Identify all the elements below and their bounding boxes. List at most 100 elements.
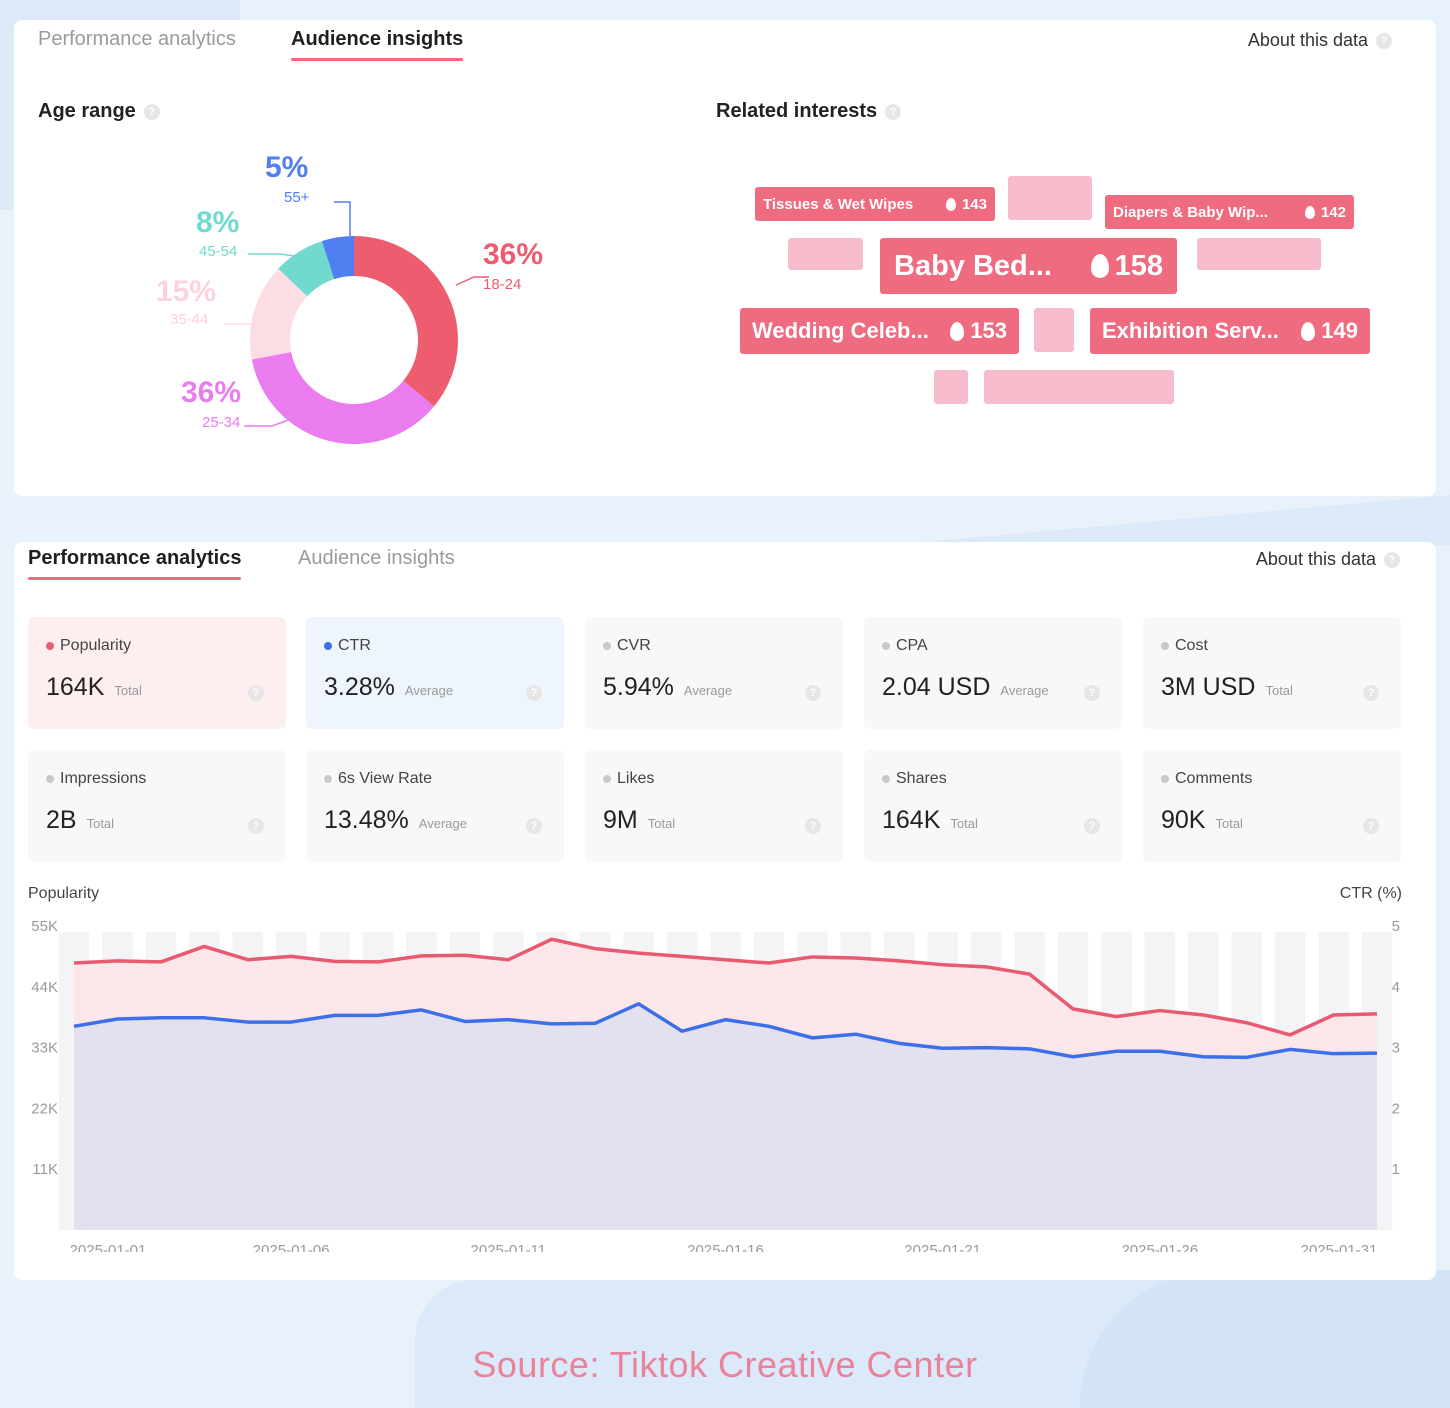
interest-tag-label: Exhibition Serv...: [1102, 318, 1279, 343]
interest-tag[interactable]: Diapers & Baby Wip... 142: [1105, 195, 1354, 229]
help-icon[interactable]: ?: [1363, 685, 1379, 701]
help-icon[interactable]: ?: [143, 103, 160, 120]
metric-card-impressions[interactable]: Impressions 2B Total?: [28, 750, 286, 862]
metric-card-likes[interactable]: Likes 9M Total?: [585, 750, 843, 862]
metric-label-text: 6s View Rate: [338, 770, 432, 787]
donut-slice-55plus[interactable]: [321, 236, 354, 280]
related-interests-label: Related interests: [716, 100, 878, 122]
help-icon[interactable]: ?: [1084, 685, 1100, 701]
help-icon[interactable]: ?: [526, 685, 542, 701]
interest-tag-score: 158: [1114, 249, 1163, 282]
age-range-45-54: 45-54: [199, 243, 238, 260]
donut-slice-18-24[interactable]: [354, 236, 458, 407]
y2-tick-label: 3: [1392, 1040, 1400, 1057]
age-range-label: Age range: [38, 100, 136, 122]
popularity-series-line[interactable]: [73, 937, 1378, 1037]
ctr-area: [74, 1003, 1377, 1230]
flame-icon: [1301, 321, 1316, 341]
age-range-35-44: 35-44: [170, 311, 209, 328]
interest-tag[interactable]: Exhibition Serv... 149: [1090, 308, 1370, 354]
x-tick-label: 2025-01-16: [687, 1242, 764, 1252]
help-icon[interactable]: ?: [526, 818, 542, 834]
interest-placeholder: [1008, 176, 1092, 220]
donut-leader-line: [244, 417, 295, 427]
ctr-series-line[interactable]: [73, 1002, 1378, 1060]
y-tick-label: 33K: [31, 1040, 58, 1057]
background-shape: [888, 495, 1450, 545]
metric-label-text: Comments: [1175, 770, 1253, 787]
donut-slice-45-54[interactable]: [278, 241, 335, 297]
metric-card-popularity[interactable]: Popularity 164K Total?: [28, 617, 286, 729]
metric-card-shares[interactable]: Shares 164K Total?: [864, 750, 1122, 862]
metric-label: 6s View Rate: [324, 770, 432, 788]
help-icon[interactable]: ?: [1084, 818, 1100, 834]
metric-card-cvr[interactable]: CVR 5.94% Average?: [585, 617, 843, 729]
metric-kind: Total: [1215, 816, 1243, 831]
metric-dot-icon: [46, 642, 54, 650]
flame-icon: [950, 321, 965, 341]
help-icon[interactable]: ?: [805, 818, 821, 834]
interest-tag[interactable]: Wedding Celeb... 153: [740, 308, 1019, 354]
age-range-title: Age range ?: [38, 100, 160, 123]
help-icon[interactable]: ?: [248, 818, 264, 834]
interest-tag[interactable]: Tissues & Wet Wipes 143: [755, 187, 995, 221]
x-tick-label: 2025-01-06: [253, 1242, 330, 1252]
metric-card-6s-view-rate[interactable]: 6s View Rate 13.48% Average?: [306, 750, 564, 862]
age-pct-35-44: 15%: [156, 275, 217, 308]
interest-tag-score: 143: [961, 195, 987, 213]
help-icon[interactable]: ?: [248, 685, 264, 701]
x-tick-label: 2025-01-01: [70, 1242, 147, 1252]
metric-label-text: Popularity: [60, 637, 132, 654]
tab-audience-insights[interactable]: Audience insights: [291, 28, 464, 61]
interest-tag-top[interactable]: Baby Bed... 158: [880, 238, 1177, 294]
audience-insights-card: Performance analytics Audience insights …: [14, 20, 1436, 496]
y-tick-label: 22K: [31, 1100, 58, 1117]
donut-leader-line: [455, 276, 489, 286]
metric-label: Likes: [603, 770, 654, 788]
donut-slice-35-44[interactable]: [250, 268, 308, 360]
tab-audience-insights[interactable]: Audience insights: [298, 547, 455, 569]
metric-value: 2B Total: [46, 806, 114, 835]
age-range-18-24: 18-24: [483, 276, 522, 293]
age-pct-45-54: 8%: [196, 206, 240, 239]
x-tick-label: 2025-01-31: [1301, 1242, 1378, 1252]
tab-performance-analytics[interactable]: Performance analytics: [28, 547, 242, 580]
interest-tag-label: Baby Bed...: [894, 249, 1052, 282]
help-icon[interactable]: ?: [1376, 32, 1392, 49]
metric-dot-icon: [603, 775, 611, 783]
metric-kind: Total: [647, 816, 676, 831]
metric-value: 13.48% Average: [324, 806, 467, 835]
metric-value: 3.28% Average: [324, 673, 453, 702]
help-icon[interactable]: ?: [885, 103, 902, 120]
help-icon[interactable]: ?: [1384, 551, 1400, 568]
metric-card-ctr[interactable]: CTR 3.28% Average?: [306, 617, 564, 729]
age-range-55plus: 55+: [284, 189, 310, 206]
metric-label-text: CVR: [617, 637, 651, 654]
interest-tag-score: 142: [1320, 203, 1346, 221]
interest-placeholder: [934, 370, 968, 404]
donut-slice-25-34[interactable]: [251, 351, 435, 445]
about-this-data-link[interactable]: About this data ?: [1248, 30, 1392, 51]
about-label: About this data: [1247, 30, 1368, 50]
metric-card-cost[interactable]: Cost 3M USD Total?: [1143, 617, 1401, 729]
tab-performance-analytics[interactable]: Performance analytics: [38, 28, 236, 50]
metric-value: 9M Total: [603, 806, 675, 835]
metric-value: 2.04 USD Average: [882, 673, 1049, 702]
flame-icon: [945, 197, 956, 211]
y2-tick-label: 1: [1392, 1161, 1400, 1178]
interest-placeholder: [788, 238, 863, 270]
x-tick-label: 2025-01-11: [471, 1242, 547, 1252]
metric-dot-icon: [46, 775, 54, 783]
help-icon[interactable]: ?: [1363, 818, 1379, 834]
metric-dot-icon: [324, 775, 332, 783]
metric-card-comments[interactable]: Comments 90K Total?: [1143, 750, 1401, 862]
metric-card-cpa[interactable]: CPA 2.04 USD Average?: [864, 617, 1122, 729]
help-icon[interactable]: ?: [805, 685, 821, 701]
metric-value-text: 13.48%: [324, 806, 409, 834]
metric-value: 164K Total: [46, 673, 142, 702]
metric-value-text: 164K: [882, 806, 941, 834]
interest-tag-label: Tissues & Wet Wipes: [763, 195, 914, 213]
metric-kind: Average: [683, 683, 733, 698]
metric-value: 90K Total: [1161, 806, 1243, 835]
about-this-data-link[interactable]: About this data ?: [1256, 549, 1400, 570]
